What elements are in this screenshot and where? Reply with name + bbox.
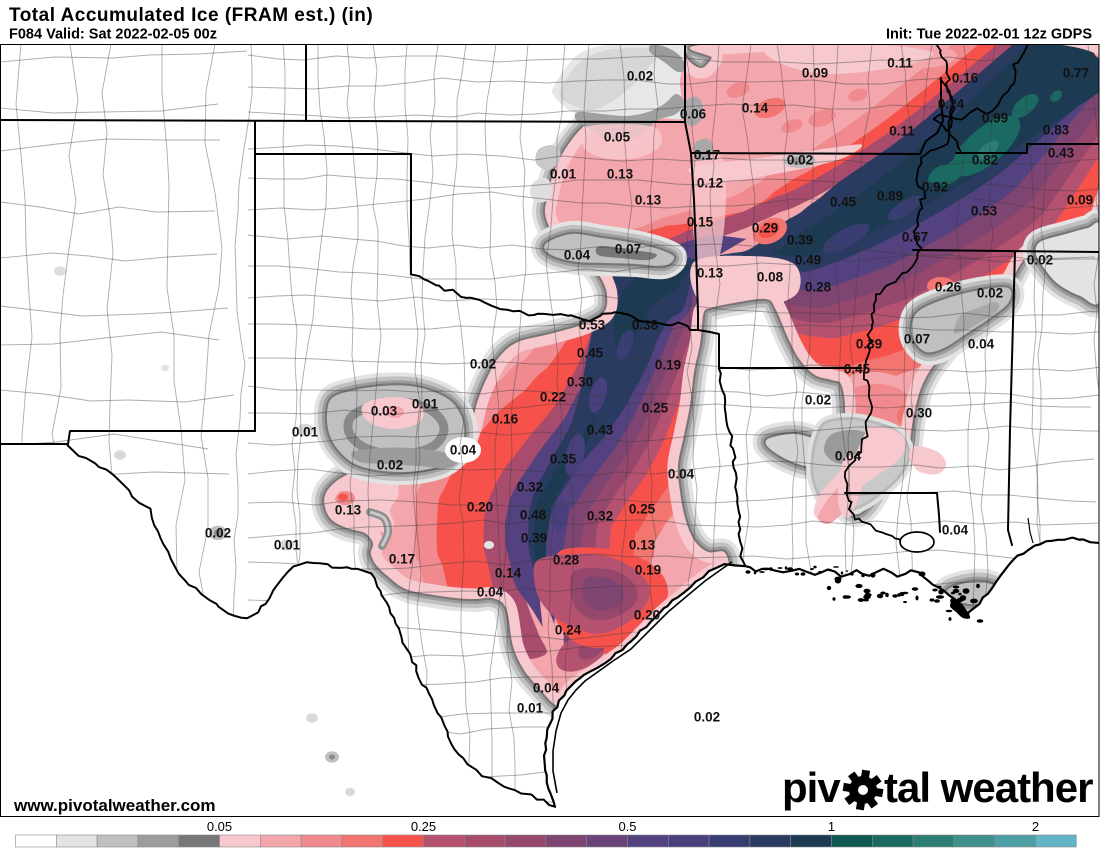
svg-text:piv: piv: [782, 764, 841, 811]
svg-text:0.35: 0.35: [550, 452, 577, 467]
svg-text:0.14: 0.14: [742, 101, 769, 116]
svg-text:0.02: 0.02: [977, 286, 1003, 301]
svg-text:0.5: 0.5: [618, 819, 636, 834]
svg-text:0.45: 0.45: [830, 195, 857, 210]
svg-text:0.04: 0.04: [668, 467, 695, 482]
svg-text:0.17: 0.17: [694, 148, 720, 163]
svg-text:0.17: 0.17: [389, 552, 415, 567]
svg-text:0.05: 0.05: [604, 130, 631, 145]
svg-text:Total Accumulated Ice (FRAM es: Total Accumulated Ice (FRAM est.) (in): [9, 5, 373, 26]
svg-text:0.13: 0.13: [607, 167, 634, 182]
svg-text:0.19: 0.19: [635, 563, 661, 578]
svg-text:0.28: 0.28: [553, 553, 580, 568]
svg-text:0.04: 0.04: [533, 681, 560, 696]
svg-text:0.22: 0.22: [540, 390, 566, 405]
svg-text:0.43: 0.43: [1048, 146, 1075, 161]
svg-text:0.92: 0.92: [922, 180, 948, 195]
svg-text:0.24: 0.24: [938, 97, 965, 112]
svg-text:0.13: 0.13: [697, 266, 724, 281]
svg-text:1: 1: [828, 819, 835, 834]
svg-text:0.09: 0.09: [1067, 193, 1093, 208]
svg-text:0.13: 0.13: [335, 503, 362, 518]
svg-text:0.15: 0.15: [687, 215, 714, 230]
svg-text:0.45: 0.45: [577, 346, 604, 361]
svg-text:Init: Tue 2022-02-01 12z GDPS: Init: Tue 2022-02-01 12z GDPS: [886, 27, 1092, 43]
svg-text:0.32: 0.32: [587, 509, 613, 524]
svg-text:0.14: 0.14: [495, 566, 522, 581]
svg-text:0.19: 0.19: [655, 358, 681, 373]
svg-text:0.39: 0.39: [856, 337, 882, 352]
svg-text:0.32: 0.32: [517, 480, 543, 495]
svg-text:www.pivotalweather.com: www.pivotalweather.com: [13, 796, 216, 815]
svg-text:0.05: 0.05: [207, 819, 232, 834]
svg-text:0.02: 0.02: [377, 458, 403, 473]
svg-text:0.04: 0.04: [942, 523, 969, 538]
svg-text:0.13: 0.13: [635, 193, 662, 208]
svg-text:0.03: 0.03: [371, 404, 398, 419]
svg-text:0.20: 0.20: [467, 500, 493, 515]
svg-text:0.02: 0.02: [205, 526, 231, 541]
svg-text:0.01: 0.01: [517, 701, 544, 716]
svg-text:0.83: 0.83: [1043, 123, 1070, 138]
svg-text:0.02: 0.02: [470, 357, 496, 372]
svg-text:0.53: 0.53: [579, 318, 606, 333]
svg-text:0.07: 0.07: [904, 332, 930, 347]
svg-text:0.25: 0.25: [629, 502, 656, 517]
svg-text:0.02: 0.02: [627, 69, 653, 84]
svg-text:0.45: 0.45: [844, 362, 871, 377]
svg-text:0.11: 0.11: [889, 124, 915, 139]
svg-text:0.48: 0.48: [520, 508, 547, 523]
svg-text:0.04: 0.04: [835, 449, 862, 464]
svg-text:0.02: 0.02: [805, 393, 831, 408]
svg-text:2: 2: [1032, 819, 1039, 834]
svg-text:0.01: 0.01: [412, 397, 439, 412]
svg-text:0.25: 0.25: [642, 401, 669, 416]
svg-text:0.30: 0.30: [567, 375, 593, 390]
svg-text:0.07: 0.07: [615, 242, 641, 257]
svg-text:0.04: 0.04: [450, 443, 477, 458]
svg-text:0.08: 0.08: [757, 270, 784, 285]
svg-text:0.13: 0.13: [629, 538, 656, 553]
svg-text:0.04: 0.04: [968, 337, 995, 352]
svg-text:0.24: 0.24: [555, 623, 582, 638]
svg-text:0.16: 0.16: [952, 71, 979, 86]
svg-text:0.43: 0.43: [587, 423, 614, 438]
svg-text:0.82: 0.82: [972, 153, 998, 168]
svg-text:0.49: 0.49: [795, 253, 821, 268]
svg-text:0.39: 0.39: [787, 233, 813, 248]
svg-text:0.12: 0.12: [697, 176, 723, 191]
svg-text:0.29: 0.29: [752, 221, 778, 236]
svg-text:0.02: 0.02: [1027, 253, 1053, 268]
svg-text:0.77: 0.77: [1063, 66, 1089, 81]
svg-text:0.01: 0.01: [550, 167, 577, 182]
svg-text:0.01: 0.01: [274, 538, 301, 553]
svg-text:0.04: 0.04: [477, 585, 504, 600]
svg-text:0.38: 0.38: [632, 318, 659, 333]
svg-text:0.09: 0.09: [802, 66, 828, 81]
svg-text:0.06: 0.06: [680, 107, 707, 122]
svg-text:0.67: 0.67: [902, 230, 928, 245]
svg-text:0.01: 0.01: [292, 425, 319, 440]
svg-text:0.53: 0.53: [971, 204, 998, 219]
svg-text:0.11: 0.11: [887, 56, 913, 71]
svg-text:0.25: 0.25: [411, 819, 436, 834]
svg-text:0.28: 0.28: [805, 280, 832, 295]
svg-text:0.39: 0.39: [521, 531, 547, 546]
svg-text:tal weather: tal weather: [884, 764, 1093, 811]
svg-text:0.99: 0.99: [982, 111, 1008, 126]
svg-text:0.02: 0.02: [787, 153, 813, 168]
svg-text:0.20: 0.20: [634, 608, 660, 623]
svg-text:0.26: 0.26: [935, 280, 962, 295]
svg-text:0.02: 0.02: [694, 710, 720, 725]
svg-text:F084 Valid: Sat 2022-02-05 00z: F084 Valid: Sat 2022-02-05 00z: [9, 27, 217, 43]
svg-text:0.30: 0.30: [906, 406, 932, 421]
svg-text:0.16: 0.16: [492, 412, 519, 427]
svg-text:0.89: 0.89: [877, 189, 903, 204]
svg-text:0.04: 0.04: [564, 248, 591, 263]
